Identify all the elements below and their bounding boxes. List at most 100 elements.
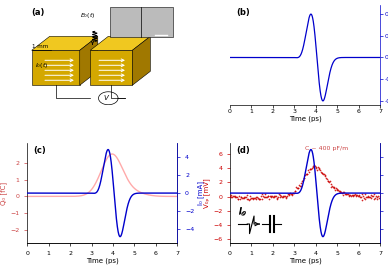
- Point: [314, 166, 320, 170]
- Point: [227, 194, 233, 198]
- Point: [321, 172, 327, 177]
- Point: [366, 195, 372, 200]
- Point: [291, 189, 298, 194]
- Point: [246, 197, 252, 202]
- Point: [335, 188, 341, 192]
- Point: [341, 190, 347, 194]
- Polygon shape: [80, 36, 98, 85]
- Point: [305, 168, 311, 172]
- Point: [262, 195, 268, 199]
- Point: [353, 193, 359, 198]
- Point: [247, 194, 253, 198]
- Point: [286, 193, 292, 197]
- Point: [359, 198, 365, 202]
- Point: [280, 194, 286, 198]
- Point: [370, 194, 376, 198]
- Point: [260, 194, 266, 199]
- Point: [288, 192, 294, 197]
- Point: [376, 196, 382, 200]
- Point: [268, 194, 274, 199]
- Point: [307, 167, 313, 171]
- Point: [256, 196, 262, 201]
- Point: [303, 172, 309, 176]
- Point: [275, 195, 281, 199]
- Point: [323, 176, 329, 180]
- Point: [348, 193, 354, 198]
- Point: [319, 171, 326, 176]
- Point: [345, 191, 351, 196]
- Text: (d): (d): [236, 146, 250, 155]
- Polygon shape: [32, 36, 98, 50]
- Point: [330, 185, 336, 189]
- X-axis label: Time (ps): Time (ps): [289, 257, 322, 264]
- Point: [355, 193, 362, 197]
- Point: [349, 193, 355, 197]
- Point: [314, 168, 320, 173]
- Point: [329, 184, 335, 188]
- Point: [287, 191, 293, 195]
- Point: [291, 191, 297, 195]
- Point: [237, 197, 243, 201]
- Point: [319, 171, 325, 175]
- Polygon shape: [132, 36, 151, 85]
- Point: [296, 183, 302, 187]
- Point: [359, 192, 365, 197]
- Point: [230, 194, 236, 198]
- Point: [350, 193, 356, 198]
- Point: [334, 187, 340, 191]
- Y-axis label: Q₀ [fC]: Q₀ [fC]: [1, 181, 7, 205]
- Point: [313, 165, 319, 169]
- Point: [295, 186, 301, 190]
- Point: [254, 195, 260, 199]
- Point: [346, 192, 352, 197]
- Point: [338, 188, 344, 193]
- Point: [292, 189, 298, 193]
- Point: [246, 197, 253, 201]
- Point: [240, 196, 246, 201]
- Point: [331, 185, 338, 190]
- Text: 1 mm: 1 mm: [32, 44, 48, 49]
- Point: [242, 195, 248, 199]
- Point: [266, 197, 272, 201]
- Polygon shape: [32, 50, 80, 85]
- Point: [255, 196, 262, 201]
- Point: [347, 193, 353, 197]
- Point: [367, 195, 373, 199]
- Point: [265, 193, 271, 198]
- Point: [302, 173, 308, 177]
- Point: [350, 193, 356, 197]
- Point: [228, 195, 234, 200]
- Point: [340, 190, 346, 194]
- Point: [310, 164, 316, 168]
- Point: [343, 192, 349, 196]
- Point: [331, 185, 337, 189]
- Point: [238, 195, 244, 199]
- Point: [234, 194, 240, 199]
- Point: [253, 195, 260, 200]
- Point: [270, 194, 276, 199]
- Text: $I_0(t)$: $I_0(t)$: [35, 61, 48, 70]
- Point: [235, 197, 241, 201]
- Point: [367, 196, 374, 200]
- Point: [272, 194, 278, 198]
- Point: [317, 167, 323, 172]
- Point: [243, 193, 249, 197]
- Point: [251, 196, 257, 200]
- Point: [351, 193, 357, 197]
- Point: [249, 196, 255, 201]
- Point: [298, 184, 304, 188]
- Point: [312, 164, 318, 168]
- Point: [239, 196, 245, 201]
- Point: [255, 195, 261, 200]
- Point: [283, 195, 289, 199]
- Point: [244, 197, 250, 201]
- Point: [237, 195, 244, 199]
- Point: [264, 195, 270, 199]
- Point: [372, 196, 378, 200]
- Point: [242, 195, 249, 199]
- Point: [299, 179, 305, 183]
- Polygon shape: [90, 50, 132, 85]
- Point: [352, 194, 359, 198]
- Point: [285, 192, 291, 197]
- Point: [245, 197, 251, 201]
